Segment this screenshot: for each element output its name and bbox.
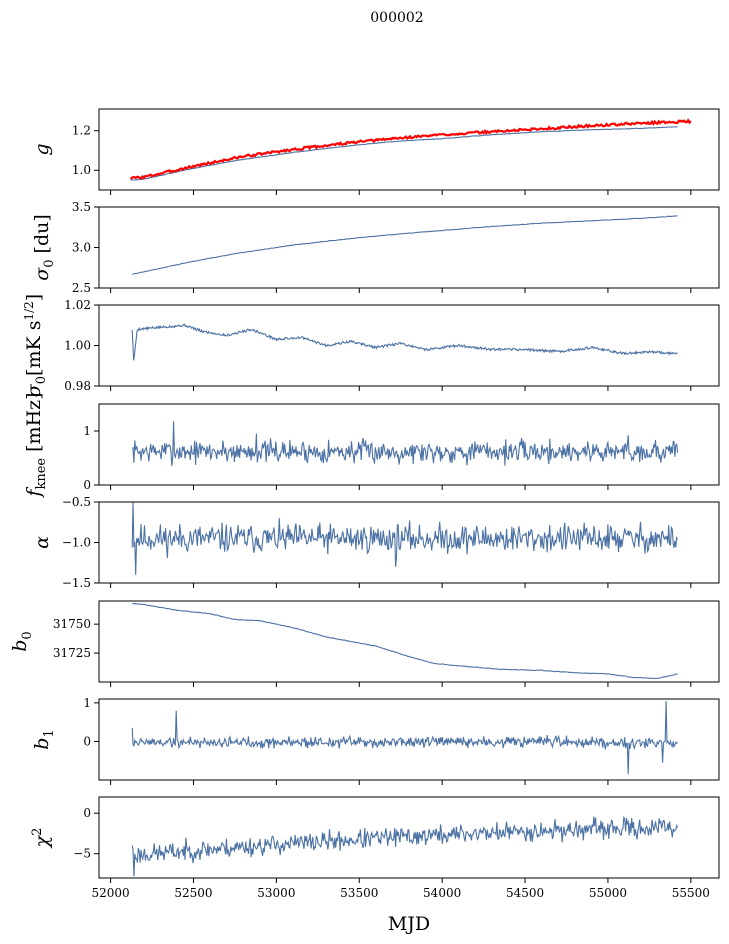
x-tick-label: 54000: [423, 886, 461, 900]
y-tick-label: −0.5: [62, 495, 91, 509]
panel-b1: 0 1 b1: [31, 696, 720, 785]
panel-b0: 31725 31750 b0: [9, 600, 720, 687]
x-tick-label: 52000: [92, 886, 130, 900]
y-tick-label: 1: [83, 696, 91, 710]
y-tick-label: 1.0: [72, 163, 91, 177]
y-tick-label: 2.5: [72, 281, 91, 295]
figure-title: 000002: [370, 10, 423, 26]
panel-sigma0-mk: 0.98 1.00 1.02 σ0[mK s1/2]: [22, 294, 720, 397]
series-line-sigma0_mk: [131, 323, 678, 361]
y-axis-label: σ0 [du]: [31, 214, 57, 281]
series-line-b0: [132, 602, 678, 679]
y-tick-label: 31725: [53, 646, 91, 660]
series-line-sigma0_du: [132, 215, 678, 275]
x-tick-label: 55500: [672, 886, 710, 900]
series-line-chi2: [131, 815, 679, 877]
axes-frame: [98, 403, 720, 486]
y-tick-label: −5: [73, 847, 91, 861]
y-axis-label: b1: [31, 729, 57, 749]
panel-sigma0-du: 2.5 3.0 3.5 σ0 [du]: [31, 200, 720, 295]
y-tick-label: 3.0: [72, 241, 91, 255]
x-axis-label: MJD: [388, 913, 430, 935]
panel-chi2: −5 0 52000 52500 53000 53500 54000 54500 55000 55…: [30, 796, 720, 900]
panel-alpha: −1.5 −1.0 −0.5 α: [31, 495, 720, 590]
y-tick-label: 0: [83, 734, 91, 748]
series-line-alpha: [131, 502, 679, 575]
panel-g: 1.0 1.2 g: [31, 108, 720, 195]
axes-frame: [98, 796, 720, 879]
series-line-fit: [129, 118, 692, 180]
y-tick-label: 31750: [53, 617, 91, 631]
y-tick-label: 1.2: [72, 124, 91, 138]
y-tick-label: 3.5: [72, 200, 91, 214]
y-axis-label: fknee [mHz]: [23, 392, 49, 498]
y-axis-label: χ2: [30, 828, 53, 850]
x-tick-label: 53500: [340, 886, 378, 900]
x-tick-label: 53000: [257, 886, 295, 900]
y-tick-label: 0.98: [64, 379, 91, 393]
y-tick-label: −1.0: [62, 536, 91, 550]
x-tick-label: 55000: [589, 886, 627, 900]
y-axis-label: σ0[mK s1/2]: [22, 294, 49, 397]
series-line-fknee: [131, 421, 679, 466]
y-tick-label: −1.5: [62, 576, 91, 590]
y-axis-label: b0: [9, 631, 35, 651]
y-tick-label: 0: [83, 806, 91, 820]
y-axis-label: g: [31, 143, 53, 155]
y-axis-label: α: [31, 536, 53, 549]
axes-frame: [98, 600, 720, 683]
y-tick-label: 1: [83, 424, 91, 438]
series-line-b1: [131, 700, 678, 775]
x-tick-label: 52500: [174, 886, 212, 900]
axes-frame: [98, 108, 720, 191]
axes-frame: [98, 698, 720, 781]
y-tick-label: 1.00: [64, 339, 91, 353]
series-line-g: [130, 126, 678, 181]
y-tick-label: 0: [83, 478, 91, 492]
y-tick-label: 1.02: [64, 298, 91, 312]
panel-fknee: 0 1 fknee [mHz]: [23, 392, 720, 499]
x-tick-label: 54500: [506, 886, 544, 900]
